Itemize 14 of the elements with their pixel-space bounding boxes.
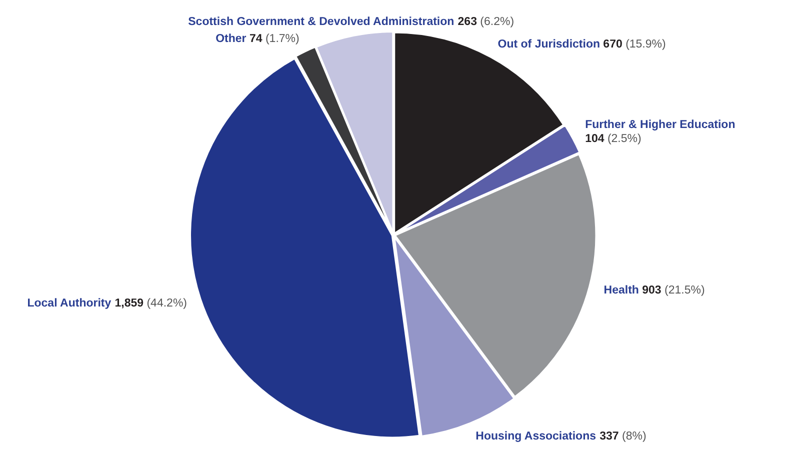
slice-label: Housing Associations [476,430,600,443]
slice-label: Other [216,33,250,46]
data-label: 263 (6.2%) [458,16,514,28]
slice-label: Health [604,284,642,297]
slice-label: Scottish Government & Devolved Administration [188,16,458,28]
data-label: 337 (8%) [600,430,646,443]
data-label: 903 (21.5%) [642,284,705,297]
data-label: 104 (2.5%) [585,133,642,146]
data-label: 74 (1.7%) [249,33,300,46]
data-label: 1,859 (44.2%) [114,297,188,310]
slice-label: Further & Higher Education [585,119,736,132]
data-label: 670 (15.9%) [603,38,666,50]
slice-label: Local Authority [27,297,114,310]
slice-label: Out of Jurisdiction [498,38,604,50]
